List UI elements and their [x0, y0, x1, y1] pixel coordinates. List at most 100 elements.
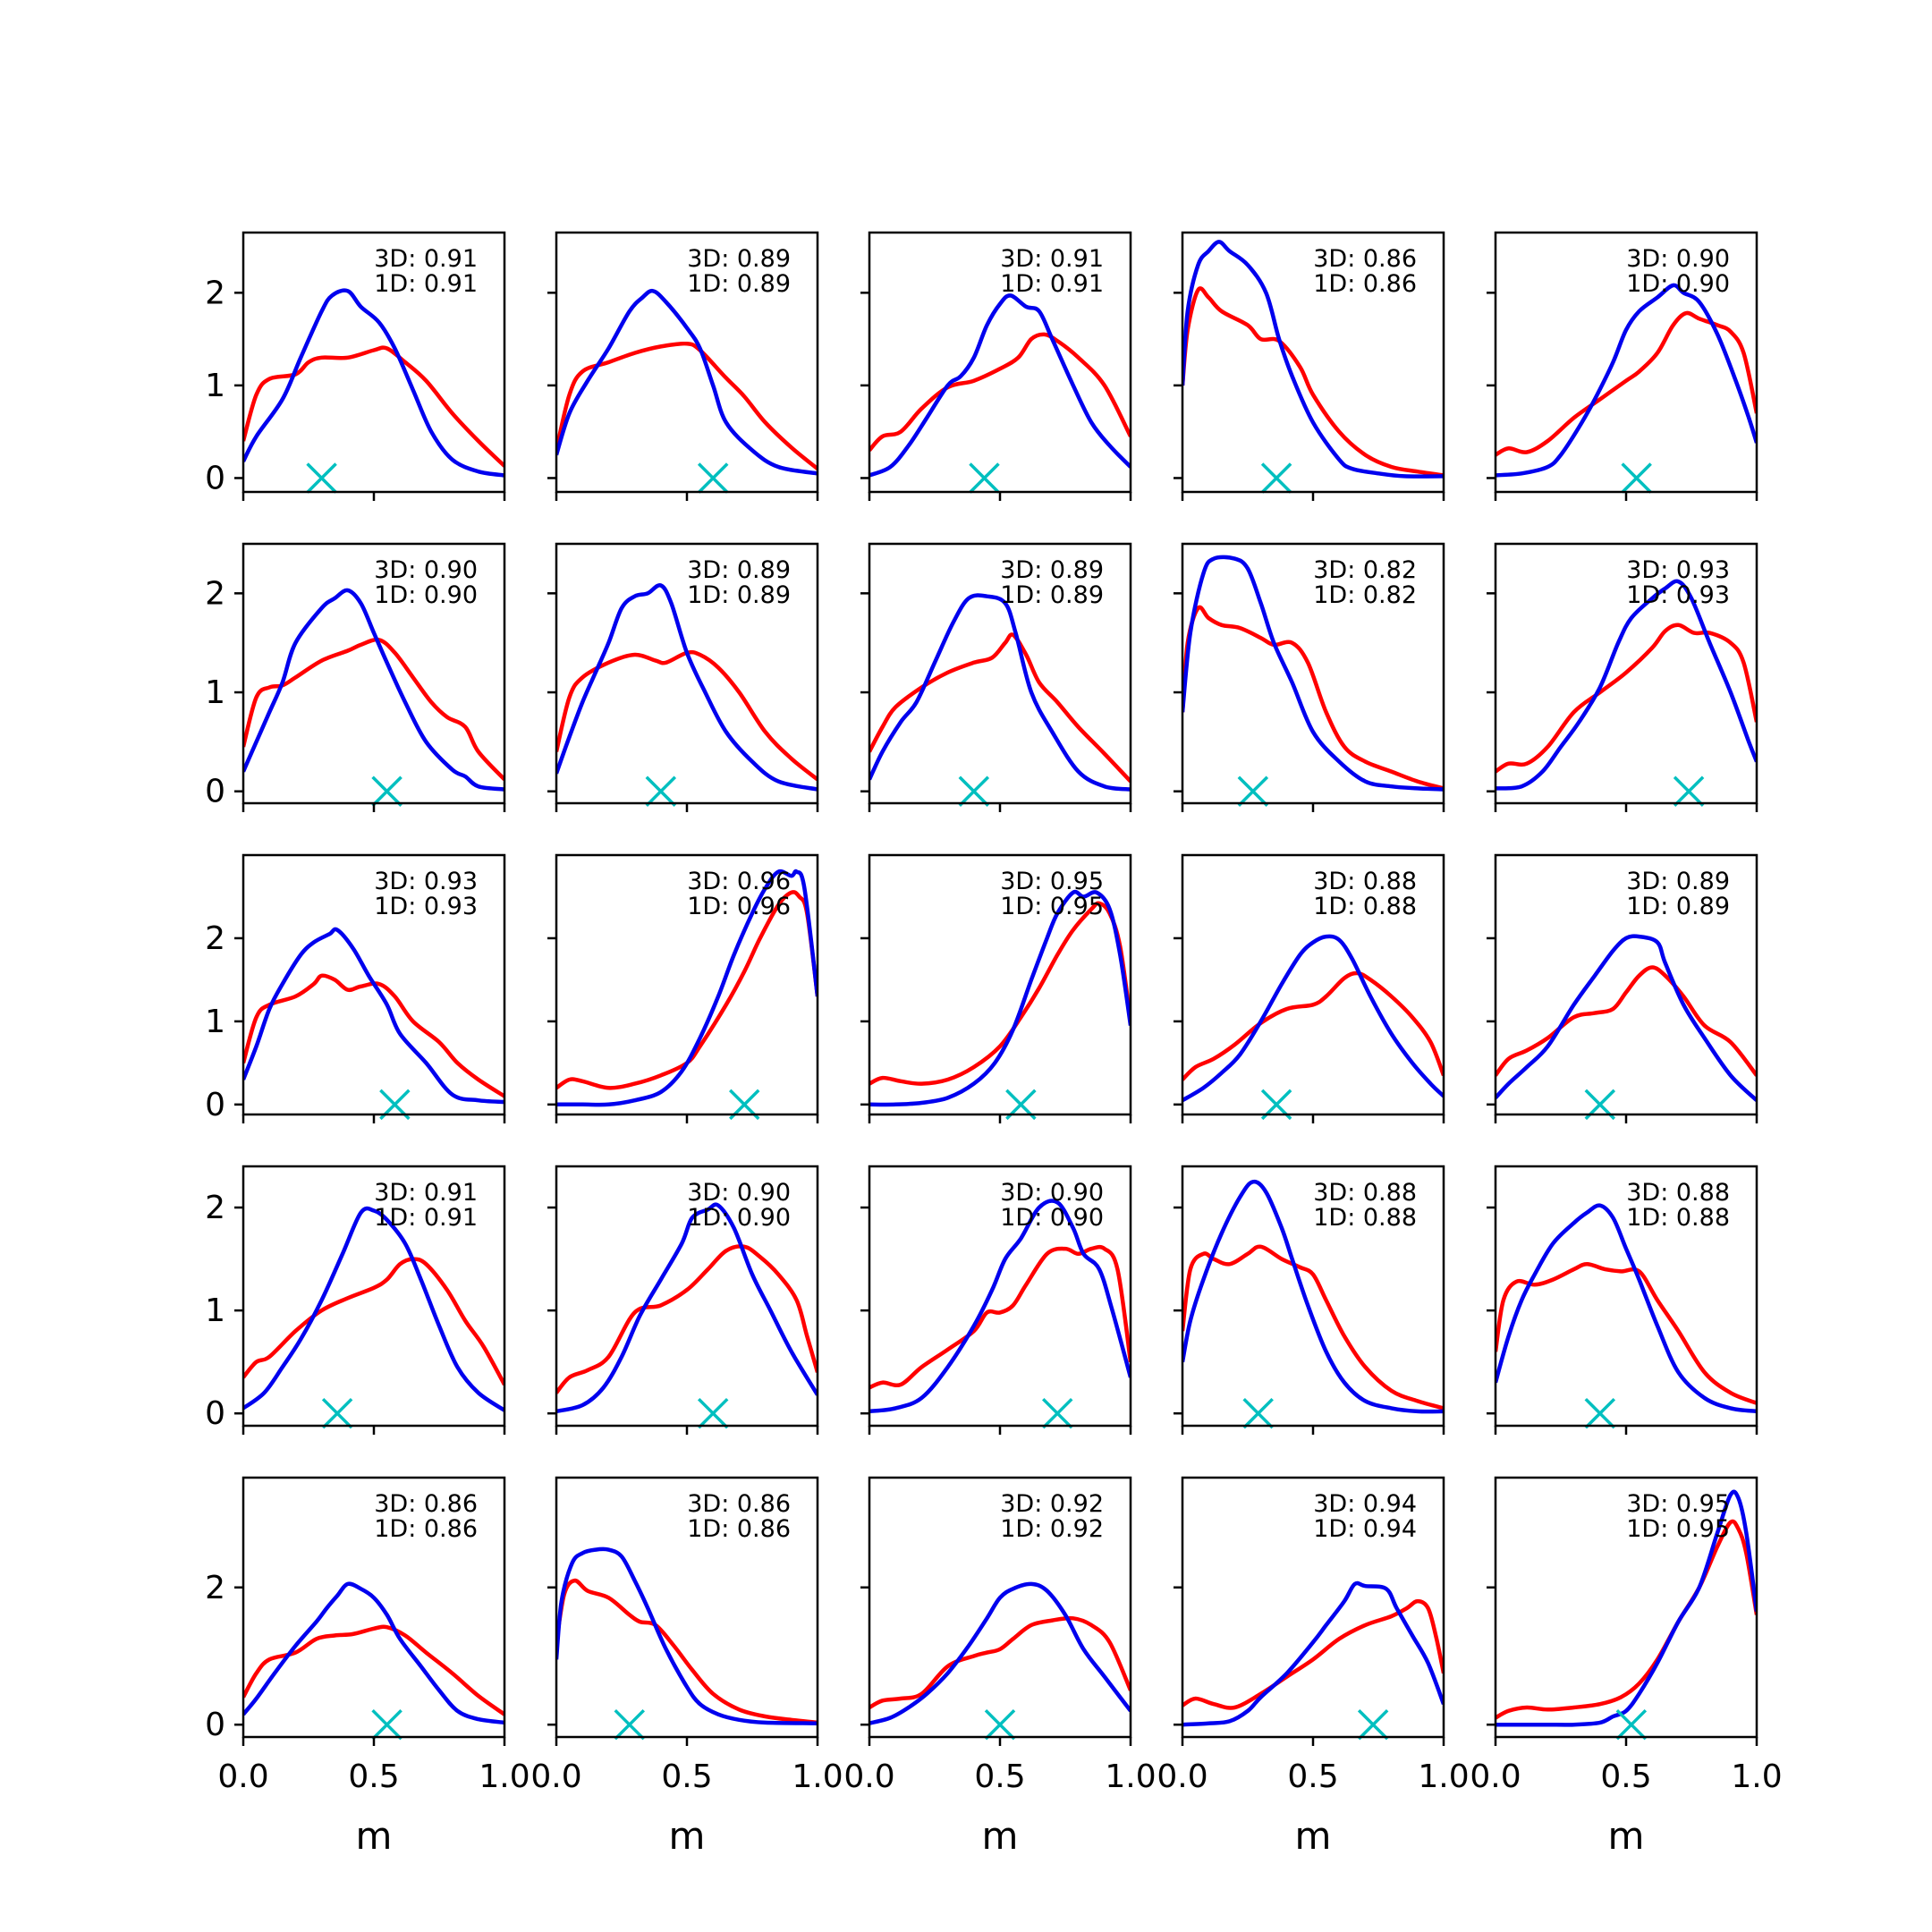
x-axis-title: m	[982, 1814, 1019, 1858]
blue-curve	[1496, 1203, 1757, 1414]
x-axis-title: m	[356, 1814, 393, 1858]
y-tick-label: 2	[205, 1570, 225, 1606]
x-marker-stroke	[306, 462, 337, 494]
y-tick-label: 2	[205, 920, 225, 957]
blue-curve	[556, 869, 818, 1107]
annotation-3d: 3D: 0.82	[1313, 556, 1417, 584]
panel-curves	[556, 869, 818, 1107]
annotation-1d: 1D: 0.90	[374, 581, 478, 609]
x-marker-stroke	[969, 462, 1000, 494]
annotation-3d: 3D: 0.89	[687, 556, 791, 584]
y-tick-label: 0	[205, 774, 225, 810]
annotation-1d: 1D: 0.88	[1626, 1204, 1730, 1232]
x-tick-label: 1.0	[479, 1758, 530, 1795]
annotation-3d: 3D: 0.91	[1000, 245, 1104, 273]
x-tick-label: 0.5	[1287, 1758, 1338, 1795]
x-marker-stroke	[645, 775, 677, 807]
annotation-1d: 1D: 0.88	[1313, 1204, 1417, 1232]
blue-curve	[243, 588, 504, 792]
x-axis-title: m	[1608, 1814, 1645, 1858]
panel-curves	[1496, 1489, 1757, 1727]
blue-curve	[556, 583, 818, 792]
panel-curves	[1182, 934, 1444, 1103]
x-marker	[1615, 1708, 1648, 1741]
annotation-3d: 3D: 0.88	[1313, 868, 1417, 895]
red-curve	[556, 341, 818, 470]
blue-curve	[1182, 934, 1444, 1103]
y-tick-label: 1	[205, 674, 225, 711]
red-curve	[556, 890, 818, 1090]
annotation-3d: 3D: 0.88	[1313, 1179, 1417, 1207]
annotation-1d: 1D: 0.89	[1000, 581, 1104, 609]
annotation-3d: 3D: 0.89	[1000, 556, 1104, 584]
red-curve	[1496, 965, 1757, 1077]
x-tick-label: 0.0	[217, 1758, 268, 1795]
panel-curves	[869, 1199, 1131, 1414]
blue-curve	[243, 288, 504, 478]
x-marker-stroke	[1615, 1708, 1648, 1741]
annotation-3d: 3D: 0.90	[687, 1179, 791, 1207]
blue-curve	[1496, 1489, 1757, 1727]
annotation-3d: 3D: 0.86	[374, 1490, 478, 1518]
x-tick-label: 0.5	[661, 1758, 712, 1795]
x-marker	[984, 1708, 1016, 1741]
red-curve	[1182, 605, 1444, 791]
annotation-3d: 3D: 0.86	[687, 1490, 791, 1518]
panel-curves	[869, 293, 1131, 478]
x-axis-title: m	[669, 1814, 706, 1858]
red-curve	[1496, 310, 1757, 457]
red-curve	[869, 901, 1131, 1086]
x-marker	[958, 775, 990, 807]
annotation-1d: 1D: 0.86	[687, 1515, 791, 1543]
y-tick-label: 2	[205, 275, 225, 311]
x-tick-label: 0.5	[1600, 1758, 1651, 1795]
blue-curve	[556, 1546, 818, 1725]
red-curve	[243, 345, 504, 468]
panel-curves	[1182, 555, 1444, 792]
red-curve	[1182, 1244, 1444, 1411]
panel-curves	[556, 583, 818, 792]
annotation-1d: 1D: 0.90	[1000, 1204, 1104, 1232]
red-curve	[1496, 1519, 1757, 1720]
x-tick-label: 0.5	[348, 1758, 399, 1795]
annotation-3d: 3D: 0.96	[687, 868, 791, 895]
red-curve	[556, 649, 818, 782]
x-marker-stroke	[614, 1708, 645, 1741]
annotation-1d: 1D: 0.94	[1313, 1515, 1417, 1543]
red-curve	[556, 1244, 818, 1394]
blue-curve	[869, 1199, 1131, 1414]
red-curve	[1496, 1262, 1757, 1405]
x-marker	[1260, 462, 1292, 494]
x-marker	[371, 775, 402, 807]
x-tick-label: 0.0	[530, 1758, 581, 1795]
y-tick-label: 2	[205, 575, 225, 612]
x-tick-label: 0.0	[1157, 1758, 1208, 1795]
annotation-3d: 3D: 0.89	[1626, 868, 1730, 895]
x-marker	[969, 462, 1000, 494]
annotation-3d: 3D: 0.95	[1626, 1490, 1730, 1518]
x-marker	[645, 775, 677, 807]
panel-curves	[869, 889, 1131, 1107]
annotation-3d: 3D: 0.91	[374, 245, 478, 273]
y-tick-label: 0	[205, 1707, 225, 1743]
red-curve	[556, 1578, 818, 1725]
blue-curve	[243, 1581, 504, 1725]
red-curve	[1496, 623, 1757, 774]
annotation-1d: 1D: 0.91	[1000, 270, 1104, 298]
x-tick-label: 0.0	[843, 1758, 894, 1795]
panel-curves	[243, 1206, 504, 1412]
x-marker	[697, 462, 729, 494]
red-curve	[869, 1615, 1131, 1709]
panel-curves	[869, 1581, 1131, 1725]
